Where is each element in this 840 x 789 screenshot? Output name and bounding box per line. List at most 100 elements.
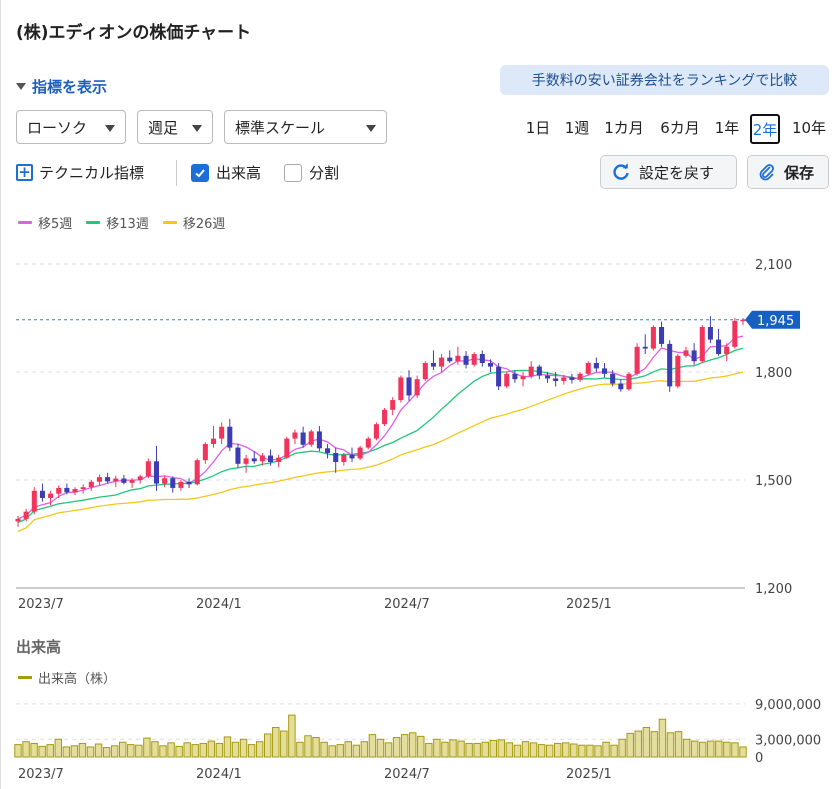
legend-label: 移26週: [182, 217, 226, 232]
plus-icon: +: [16, 164, 33, 181]
volume-bar: [22, 741, 30, 758]
candle-body: [292, 432, 298, 439]
volume-bar: [674, 731, 683, 758]
volume-checkbox-label: 出来高: [216, 164, 262, 182]
volume-bar: [739, 746, 747, 758]
indicator-toggle-label: 指標を表示: [32, 78, 108, 96]
volume-bar: [481, 741, 489, 758]
y-tick-label: 0: [755, 751, 763, 766]
candle-body: [56, 487, 62, 494]
volume-bar: [199, 742, 208, 758]
chevron-down-icon: [366, 125, 376, 132]
scale-select[interactable]: 標準スケール: [224, 110, 387, 144]
ranking-link[interactable]: 手数料の安い証券会社をランキングで比較: [500, 65, 829, 95]
volume-bar: [489, 739, 497, 758]
volume-checkbox[interactable]: 出来高: [191, 162, 261, 183]
range-1m[interactable]: 1カ月: [604, 119, 644, 137]
candle-body: [235, 447, 241, 464]
candle-body: [724, 346, 730, 354]
legend-swatch: [18, 221, 32, 224]
candle-body: [129, 480, 135, 483]
candle-body: [284, 438, 290, 458]
candle-body: [382, 409, 388, 425]
volume-chart[interactable]: 9,000,000 3,000,000 0 2023/7 2024/1 2024/7 202…: [0, 690, 840, 789]
chart-type-select[interactable]: ローソク: [16, 110, 126, 144]
candle-body: [732, 320, 738, 347]
volume-bar: [360, 741, 369, 758]
x-tick-label: 2023/7: [18, 767, 64, 782]
candle-body: [210, 438, 217, 444]
volume-bar: [183, 742, 191, 758]
volume-bar: [280, 730, 288, 758]
volume-bar: [247, 744, 256, 758]
range-1y[interactable]: 1年: [714, 119, 740, 137]
candle-body: [357, 447, 363, 459]
reset-settings-button[interactable]: 設定を戻す: [600, 155, 737, 189]
candle-body: [463, 355, 469, 365]
volume-bar: [392, 737, 401, 758]
technical-indicator-button[interactable]: + テクニカル指標: [16, 162, 144, 183]
candle-body: [105, 477, 111, 482]
save-button[interactable]: 保存: [747, 155, 829, 189]
candle-body: [276, 457, 282, 462]
range-10y[interactable]: 10年: [791, 119, 827, 137]
volume-bar: [30, 742, 38, 758]
reset-settings-label: 設定を戻す: [639, 163, 715, 182]
indicator-toggle[interactable]: 指標を表示: [16, 76, 107, 97]
volume-bar: [545, 744, 554, 758]
chevron-down-icon: [192, 125, 202, 132]
candle-body: [659, 327, 665, 344]
volume-bar: [513, 744, 522, 758]
candle-body: [699, 327, 705, 362]
legend-label: 移13週: [106, 217, 149, 232]
candle-body: [683, 350, 689, 356]
volume-bar: [304, 735, 312, 758]
y-tick-label: 1,500: [755, 474, 792, 489]
range-1w[interactable]: 1週: [564, 119, 590, 137]
volume-bar: [14, 744, 22, 758]
legend-swatch: [162, 221, 177, 224]
candle-body: [308, 431, 314, 445]
candle-body: [325, 448, 331, 453]
candle-body: [186, 481, 192, 485]
volume-bar: [610, 744, 618, 758]
range-1d[interactable]: 1日: [525, 119, 551, 137]
volume-legend-label: 出来高（株）: [38, 672, 117, 687]
volume-bar: [650, 731, 659, 758]
candle-body: [162, 478, 168, 484]
volume-bar: [312, 737, 320, 758]
scale-value: 標準スケール: [235, 118, 326, 137]
candle-body: [561, 377, 567, 381]
y-tick-label: 1,800: [755, 366, 792, 381]
refresh-icon: [613, 163, 629, 180]
candle-body: [178, 481, 184, 488]
split-checkbox[interactable]: 分割: [284, 162, 339, 183]
candle-body: [626, 373, 632, 390]
volume-bar: [191, 744, 199, 758]
volume-title: 出来高: [16, 638, 62, 656]
period-type-select[interactable]: 週足: [137, 110, 213, 144]
volume-bar: [78, 742, 87, 758]
volume-bar: [699, 741, 707, 758]
volume-bar: [288, 714, 296, 758]
x-tick-label: 2025/1: [566, 767, 612, 782]
volume-bar: [570, 743, 578, 758]
candle-body: [618, 383, 624, 390]
volume-bar: [94, 743, 103, 758]
range-2y[interactable]: 2年: [750, 114, 780, 144]
volume-bar: [272, 727, 280, 758]
volume-bar: [433, 738, 441, 758]
save-button-label: 保存: [784, 163, 815, 182]
candle-body: [48, 493, 54, 498]
x-tick-label: 2024/7: [384, 597, 430, 612]
volume-bar: [505, 742, 514, 758]
legend-swatch: [86, 221, 101, 224]
price-chart[interactable]: 2,100 1,800 1,500 1,200 1,945 2023/7 2024/1 202…: [0, 240, 840, 615]
legend-label: 移5週: [38, 217, 73, 232]
candle-body: [479, 354, 485, 363]
volume-bar: [642, 727, 651, 758]
volume-bar: [54, 738, 63, 758]
candle-body: [585, 363, 591, 374]
range-6m[interactable]: 6カ月: [660, 119, 700, 137]
volume-bar: [707, 740, 715, 758]
